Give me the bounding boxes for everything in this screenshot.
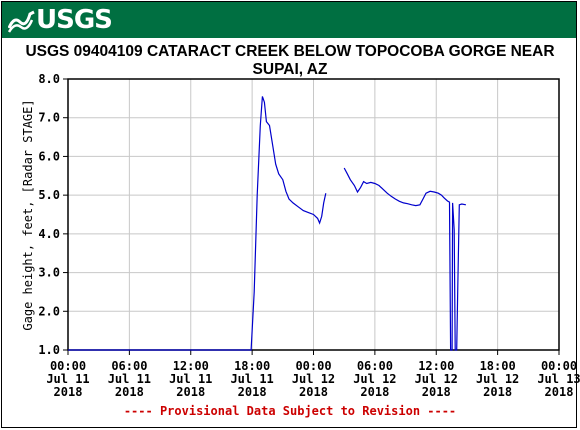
- y-tick-label: 8.0: [38, 72, 60, 86]
- x-tick-label: 2018: [545, 385, 574, 399]
- y-tick-label: 6.0: [38, 149, 60, 163]
- x-tick-label: 00:00: [541, 359, 577, 373]
- y-tick-label: 7.0: [38, 111, 60, 125]
- x-tick-label: 06:00: [111, 359, 147, 373]
- x-tick-label: 2018: [54, 385, 83, 399]
- y-tick-label: 2.0: [38, 304, 60, 318]
- x-tick-label: 2018: [115, 385, 144, 399]
- y-tick-label: 3.0: [38, 266, 60, 280]
- gage-height-line: [68, 96, 327, 351]
- x-tick-label: Jul 13: [537, 372, 580, 386]
- x-tick-label: Jul 11: [108, 372, 151, 386]
- y-axis-label: Gage height, feet, [Radar STAGE]: [21, 99, 35, 330]
- x-tick-label: 2018: [360, 385, 389, 399]
- x-tick-label: 2018: [483, 385, 512, 399]
- x-tick-label: 2018: [176, 385, 205, 399]
- x-tick-label: Jul 11: [230, 372, 273, 386]
- x-tick-label: 12:00: [418, 359, 454, 373]
- x-tick-label: 2018: [299, 385, 328, 399]
- x-tick-label: 00:00: [295, 359, 331, 373]
- x-tick-label: 18:00: [234, 359, 270, 373]
- usgs-logo-icon: [8, 10, 35, 33]
- x-tick-label: 00:00: [50, 359, 86, 373]
- x-tick-label: Jul 12: [292, 372, 335, 386]
- x-tick-label: 2018: [422, 385, 451, 399]
- x-tick-label: Jul 11: [169, 372, 212, 386]
- gage-height-line: [343, 167, 467, 351]
- x-tick-label: 2018: [238, 385, 267, 399]
- chart-title: USGS 09404109 CATARACT CREEK BELOW TOPOC…: [25, 43, 555, 78]
- x-tick-label: Jul 11: [46, 372, 89, 386]
- plot-border: [67, 78, 560, 351]
- y-tick-label: 4.0: [38, 227, 60, 241]
- y-tick-label: 5.0: [38, 188, 60, 202]
- usgs-banner: USGS: [2, 2, 576, 38]
- x-tick-label: Jul 12: [353, 372, 396, 386]
- y-tick-label: 1.0: [38, 343, 60, 357]
- x-tick-label: 12:00: [173, 359, 209, 373]
- x-tick-label: 18:00: [480, 359, 516, 373]
- x-tick-label: Jul 12: [476, 372, 519, 386]
- provisional-data-note: ---- Provisional Data Subject to Revisio…: [123, 404, 457, 418]
- usgs-logo-text: USGS: [36, 5, 113, 35]
- x-tick-label: 06:00: [357, 359, 393, 373]
- series-group: [68, 96, 467, 351]
- x-tick-label: Jul 12: [415, 372, 458, 386]
